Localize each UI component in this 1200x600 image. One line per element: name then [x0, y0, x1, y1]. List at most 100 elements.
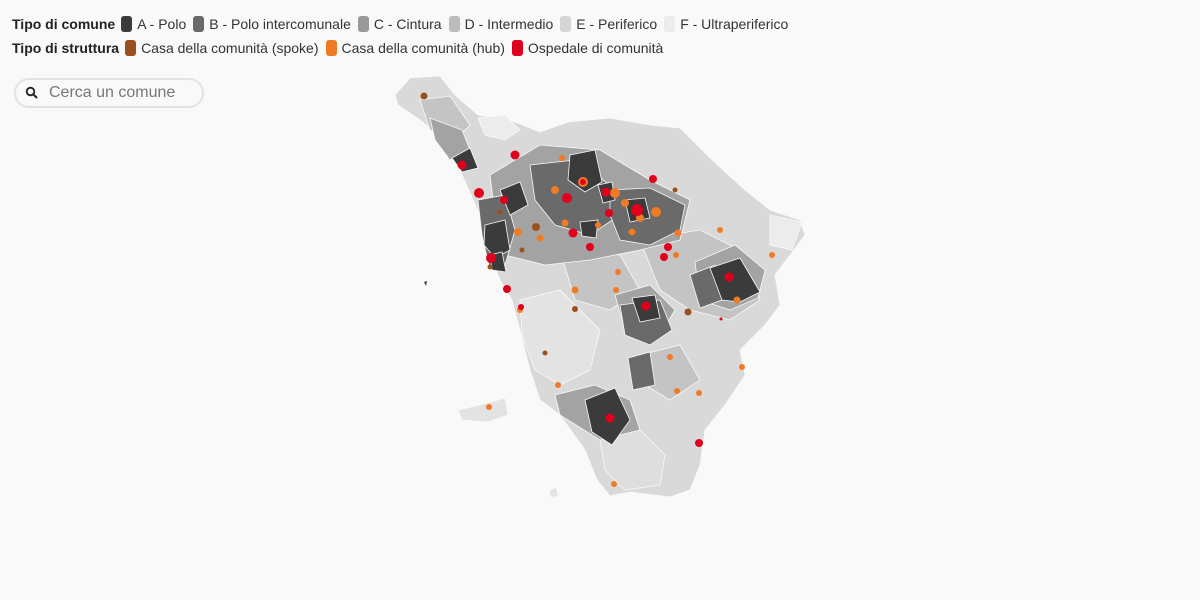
region-ultraperiferico-north	[477, 114, 521, 141]
facility-ospedale[interactable]	[503, 285, 511, 293]
facility-hub[interactable]	[536, 234, 544, 242]
region-polo-pisa	[499, 181, 529, 216]
facility-hub[interactable]	[561, 219, 569, 227]
legend-struttura-row: Tipo di struttura Casa della comunità (s…	[12, 36, 795, 60]
region-polo-pistoia	[567, 149, 603, 193]
facility-ospedale[interactable]	[695, 439, 703, 447]
legend-item-intermedio[interactable]: D - Intermedio	[448, 16, 554, 32]
facility-spoke[interactable]	[572, 306, 578, 312]
facility-spoke[interactable]	[542, 350, 548, 356]
facility-hub[interactable]	[733, 296, 741, 304]
facility-ospedale[interactable]	[457, 160, 467, 170]
facility-ospedale[interactable]	[500, 196, 508, 204]
facility-hub[interactable]	[611, 481, 617, 487]
legend-swatch	[664, 16, 676, 32]
legend-swatch	[511, 40, 523, 56]
legend-item-cintura[interactable]: C - Cintura	[357, 16, 442, 32]
facility-ospedale[interactable]	[562, 193, 572, 203]
facility-ospedale[interactable]	[586, 243, 594, 251]
legend: Tipo di comune A - Polo B - Polo interco…	[12, 12, 795, 60]
region-ultraperiferico-east	[769, 214, 803, 251]
facility-spoke[interactable]	[420, 92, 428, 100]
legend-comune-title: Tipo di comune	[12, 16, 116, 32]
facility-hub[interactable]	[667, 354, 673, 360]
legend-item-ospedale[interactable]: Ospedale di comunità	[511, 40, 664, 56]
facility-hub[interactable]	[673, 252, 679, 258]
legend-swatch	[357, 16, 369, 32]
search-box[interactable]	[14, 78, 204, 108]
facility-spoke[interactable]	[684, 308, 692, 316]
legend-item-periferico[interactable]: E - Periferico	[560, 16, 657, 32]
facility-hub[interactable]	[628, 228, 636, 236]
facility-ospedale[interactable]	[474, 188, 484, 198]
facility-hub[interactable]	[651, 207, 661, 217]
facility-ospedale[interactable]	[664, 243, 672, 251]
facility-spoke[interactable]	[519, 247, 525, 253]
facility-hub[interactable]	[769, 252, 775, 258]
facility-spoke[interactable]	[672, 187, 678, 193]
facility-hub[interactable]	[717, 227, 723, 233]
facility-spoke[interactable]	[532, 223, 540, 231]
legend-item-polo[interactable]: A - Polo	[121, 16, 186, 32]
facility-hub[interactable]	[615, 269, 621, 275]
legend-swatch	[125, 40, 137, 56]
facility-spoke[interactable]	[497, 209, 503, 215]
facility-ospedale[interactable]	[605, 209, 613, 217]
facility-ospedale[interactable]	[724, 272, 734, 282]
facility-hub[interactable]	[551, 186, 559, 194]
facility-hub[interactable]	[636, 214, 644, 222]
facility-ospedale[interactable]	[568, 228, 578, 238]
facility-hub[interactable]	[613, 287, 619, 293]
facility-spoke[interactable]	[487, 264, 493, 270]
facility-ospedale[interactable]	[518, 304, 524, 310]
legend-item-label: A - Polo	[137, 16, 187, 32]
legend-item-casa-spoke[interactable]: Casa della comunità (spoke)	[125, 40, 319, 56]
legend-struttura-title: Tipo di struttura	[12, 40, 120, 56]
legend-item-label: E - Periferico	[576, 16, 658, 32]
facility-hub[interactable]	[486, 404, 492, 410]
facility-ospedale[interactable]	[641, 301, 651, 311]
facility-ospedale[interactable]	[605, 413, 615, 423]
legend-item-casa-hub[interactable]: Casa della comunità (hub)	[325, 40, 505, 56]
facility-hub[interactable]	[739, 364, 745, 370]
facility-hub[interactable]	[514, 228, 522, 236]
search-input[interactable]	[47, 83, 201, 103]
legend-swatch	[448, 16, 460, 32]
facility-ospedale[interactable]	[649, 175, 657, 183]
facility-hub[interactable]	[621, 199, 629, 207]
legend-item-polo-intercomunale[interactable]: B - Polo intercomunale	[193, 16, 351, 32]
facility-hub[interactable]	[674, 229, 682, 237]
region-polo-arezzo	[709, 257, 761, 303]
facility-hub[interactable]	[696, 390, 702, 396]
legend-swatch	[193, 16, 205, 32]
region-polo-intercomunale-south	[627, 351, 656, 391]
facility-ospedale[interactable]	[486, 253, 496, 263]
municipalities-layer	[394, 75, 806, 498]
facility-hub[interactable]	[674, 388, 680, 394]
legend-swatch	[560, 16, 572, 32]
legend-item-label: D - Intermedio	[464, 16, 554, 32]
facility-hub[interactable]	[610, 188, 620, 198]
facility-hub[interactable]	[595, 222, 601, 228]
facility-ospedale[interactable]	[660, 253, 668, 261]
legend-swatch	[325, 40, 337, 56]
facility-ospedale[interactable]	[719, 317, 723, 321]
island-capraia	[424, 281, 427, 286]
facility-ospedale[interactable]	[510, 150, 520, 160]
legend-item-label: Ospedale di comunità	[527, 40, 664, 56]
facilities-layer	[420, 92, 775, 487]
facility-hub[interactable]	[559, 155, 565, 161]
region-polo-empoli	[579, 219, 599, 239]
legend-item-ultraperiferico[interactable]: F - Ultraperiferico	[664, 16, 788, 32]
island-elba	[457, 397, 509, 423]
island-giglio	[550, 488, 558, 497]
legend-item-label: C - Cintura	[373, 16, 442, 32]
facility-hub[interactable]	[555, 382, 561, 388]
facility-hub[interactable]	[571, 286, 579, 294]
legend-item-label: B - Polo intercomunale	[209, 16, 351, 32]
facility-ospedale[interactable]	[601, 187, 611, 197]
facility-ospedale[interactable]	[580, 179, 586, 185]
facility-ospedale[interactable]	[631, 204, 643, 216]
legend-swatch	[121, 16, 133, 32]
